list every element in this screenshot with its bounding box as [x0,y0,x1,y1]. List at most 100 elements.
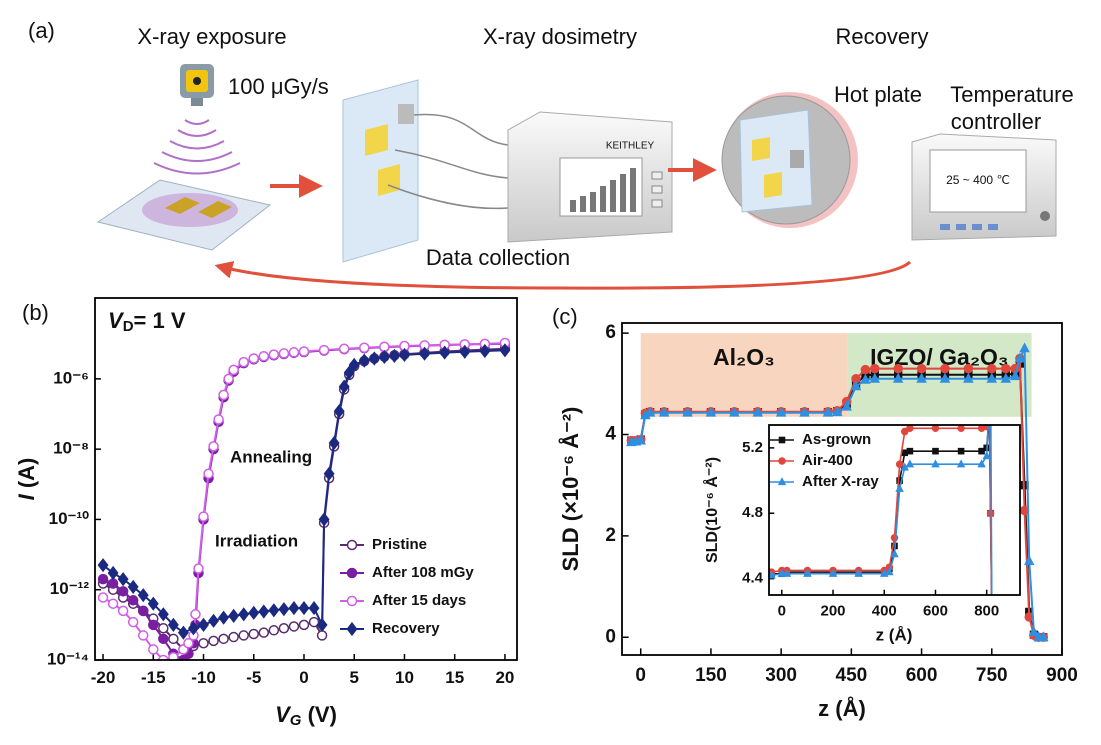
marker [228,631,239,643]
marker [358,353,370,368]
marker [343,365,355,380]
marker [137,588,149,603]
instrument-label: KEITHLEY [606,141,655,152]
marker [658,406,670,417]
radiation-icon [193,77,201,85]
marker [158,623,169,634]
controller-screen [929,149,1027,213]
marker [323,466,335,481]
meter-buttons [651,171,663,208]
marker [799,406,810,417]
marker [906,447,914,455]
marker [97,573,109,585]
marker [268,625,280,636]
marker [298,346,310,357]
marker [644,406,656,417]
marker [1023,555,1035,566]
legend-label: After 108 mGy [372,564,474,581]
plot-area [95,298,517,660]
marker [822,406,834,417]
electrodes [165,197,232,218]
marker [208,635,219,647]
marker [318,344,330,356]
y-tick-label: 4 [605,424,616,445]
marker [499,343,511,358]
marker [931,425,940,433]
x-tick-label: 400 [872,602,897,619]
x-tick-label: 800 [974,602,999,619]
marker [248,628,260,640]
marker [198,637,209,649]
marker [318,512,330,527]
legend-label: After X-ray [802,473,879,490]
x-tick-label: 900 [1046,665,1078,686]
x-tick-label: 450 [836,665,868,686]
marker [148,619,159,631]
plot-area [769,425,1020,595]
marker [117,586,129,597]
xray-source [191,98,203,106]
marker [167,617,179,632]
series-group [626,342,1049,643]
x-tick-label: 0 [778,602,786,619]
marker [940,363,950,374]
marker [213,414,224,425]
y-tick-label: 5.2 [742,439,763,456]
marker [895,483,904,492]
marker [854,568,863,577]
marker [158,654,169,660]
marker [890,549,899,558]
x-tick-label: 0 [635,665,646,686]
y-axis-label: SLD (×10⁻⁶ Å⁻²) [557,407,583,572]
panel-label: (a) [28,18,55,43]
x-tick-label: 5 [349,668,358,687]
marker [258,627,270,638]
marker [729,406,740,417]
marker [137,605,149,617]
x-tick-label: 15 [445,668,464,687]
hot-plate-label: Hot plate [834,82,922,107]
marker [148,644,159,655]
marker [193,563,204,574]
marker [223,373,234,385]
marker [203,468,214,479]
cables [387,113,509,210]
marker [278,348,290,359]
marker [157,607,169,622]
marker [168,633,179,645]
y-axis-label: I (A) [14,458,39,501]
controller-buttons [940,224,998,230]
marker [957,425,965,433]
marker [769,570,776,579]
y-tick-label: 0 [605,626,616,647]
marker [885,567,894,576]
marker [841,400,852,411]
marker [860,373,871,384]
marker [278,602,290,617]
step-title: X-ray exposure [137,24,286,49]
x-tick-label: 600 [906,665,938,686]
series-group [769,425,995,595]
marker [982,451,991,460]
marker [137,630,149,641]
marker [316,630,328,641]
marker [308,601,320,616]
panel-label: (c) [552,304,578,329]
x-tick-label: 20 [495,668,514,687]
x-tick-label: 150 [695,665,727,686]
condition-label-part: D [123,318,134,335]
x-tick-label: 300 [765,665,797,686]
marker [777,568,787,577]
condition-label: VD= 1 V [108,308,186,335]
chart: -20 -15 -10 -5 0 5 10 15 20 10⁻¹⁴ 10⁻¹² 10⁻¹⁰ 10⁻⁸ 10… [14,297,518,729]
legend-label: Air-400 [802,452,853,469]
marker [939,372,951,383]
marker [388,348,400,363]
x-tick-label: 200 [821,602,846,619]
marker [635,434,646,445]
marker [359,342,370,353]
x-axis-label-part: G [290,712,302,729]
x-tick-label: -5 [246,668,261,687]
x-tick-label: 0 [299,668,308,687]
marker [238,356,249,368]
